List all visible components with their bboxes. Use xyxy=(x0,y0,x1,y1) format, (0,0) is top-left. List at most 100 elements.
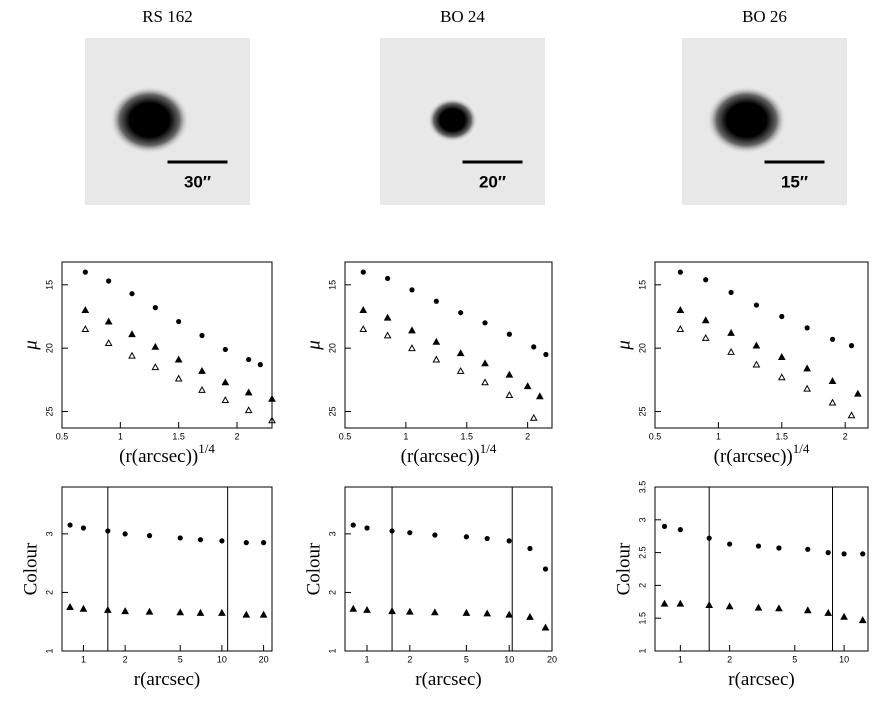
data-point xyxy=(122,531,128,537)
plot-frame xyxy=(654,486,869,652)
data-point xyxy=(531,344,537,350)
data-point xyxy=(218,608,226,616)
y-tick-label: 1 xyxy=(327,648,337,653)
data-point xyxy=(854,389,862,397)
data-point xyxy=(753,302,760,308)
data-point xyxy=(506,331,512,337)
x-tick-label: 5 xyxy=(792,654,797,664)
x-tick-label: 1 xyxy=(403,431,408,441)
scale-label: 15″ xyxy=(781,172,808,191)
data-point xyxy=(505,370,514,378)
data-point xyxy=(725,602,734,610)
x-tick-label: 1.5 xyxy=(172,431,185,441)
data-point xyxy=(535,392,544,400)
data-point xyxy=(523,382,532,390)
x-tick-label: 0.5 xyxy=(56,431,69,441)
y-tick-label: 15 xyxy=(637,280,647,290)
data-point xyxy=(431,608,439,616)
x-tick-label: 2 xyxy=(525,431,530,441)
x-tick-label: 2 xyxy=(234,431,239,441)
galaxy xyxy=(706,86,787,154)
y-tick-label: 20 xyxy=(327,343,337,353)
y-axis-label: Colour xyxy=(20,542,41,595)
data-point xyxy=(803,364,811,372)
data-point xyxy=(409,287,415,293)
data-point xyxy=(541,623,550,631)
plot-frame xyxy=(344,486,553,652)
data-point xyxy=(151,363,160,371)
data-point xyxy=(82,269,88,275)
data-point xyxy=(199,332,205,339)
y-tick-label: 1 xyxy=(637,648,647,653)
data-point xyxy=(244,388,253,396)
data-point xyxy=(462,608,471,616)
data-point xyxy=(755,543,762,549)
data-point xyxy=(775,604,783,612)
y-axis-label: Colour xyxy=(613,542,634,595)
data-point xyxy=(81,306,90,314)
y-axis-label: μ xyxy=(613,340,634,351)
data-point xyxy=(242,610,251,618)
data-point xyxy=(676,306,685,314)
data-point xyxy=(388,607,396,615)
data-point xyxy=(66,603,74,610)
data-point xyxy=(80,525,87,531)
data-point xyxy=(456,349,465,357)
x-axis-label-text: (r(arcsec)) xyxy=(714,446,793,467)
data-point xyxy=(176,318,182,325)
data-point xyxy=(407,530,413,536)
data-point xyxy=(752,341,761,349)
data-point xyxy=(221,378,230,386)
data-point xyxy=(383,331,392,339)
data-point xyxy=(174,355,183,363)
y-tick-label: 25 xyxy=(637,407,647,417)
data-point xyxy=(677,269,683,275)
panel-title: BO 26 xyxy=(742,7,787,26)
x-tick-label: 1.5 xyxy=(461,431,474,441)
data-point xyxy=(529,413,538,421)
x-tick-label: 2 xyxy=(123,654,128,664)
data-point xyxy=(67,522,73,528)
data-point xyxy=(103,605,112,613)
y-tick-label: 1.5 xyxy=(637,612,647,625)
y-tick-label: 3 xyxy=(327,531,337,536)
plot-frame xyxy=(61,486,273,652)
data-point xyxy=(506,538,512,544)
y-tick-label: 2 xyxy=(637,583,647,588)
data-point xyxy=(198,385,206,393)
y-tick-label: 1 xyxy=(44,648,54,653)
data-point xyxy=(676,325,685,333)
data-point xyxy=(350,522,356,528)
data-point xyxy=(526,612,534,620)
y-tick-label: 20 xyxy=(637,343,647,353)
data-point xyxy=(505,391,514,398)
data-point xyxy=(197,537,204,543)
data-point xyxy=(79,604,88,612)
data-point xyxy=(244,406,253,414)
data-point xyxy=(176,608,185,616)
y-tick-label: 3 xyxy=(44,531,54,536)
data-point xyxy=(152,305,158,311)
x-tick-label: 1 xyxy=(118,431,123,441)
data-point xyxy=(219,538,225,544)
data-point xyxy=(543,351,549,358)
y-axis-label: Colour xyxy=(303,542,324,595)
data-point xyxy=(177,535,183,541)
y-tick-label: 3 xyxy=(637,517,647,522)
data-point xyxy=(385,275,391,282)
y-tick-label: 2 xyxy=(44,590,54,595)
x-tick-label: 0.5 xyxy=(649,431,662,441)
data-point xyxy=(456,366,465,374)
data-point xyxy=(260,540,267,546)
data-point xyxy=(196,608,205,616)
data-point xyxy=(481,359,489,367)
x-axis-label-text: r(arcsec) xyxy=(728,669,794,690)
x-tick-label: 20 xyxy=(259,654,269,664)
data-point xyxy=(829,336,836,342)
y-tick-label: 15 xyxy=(44,280,54,290)
data-point xyxy=(198,366,206,374)
x-tick-label: 1 xyxy=(716,431,721,441)
data-point xyxy=(701,316,710,324)
